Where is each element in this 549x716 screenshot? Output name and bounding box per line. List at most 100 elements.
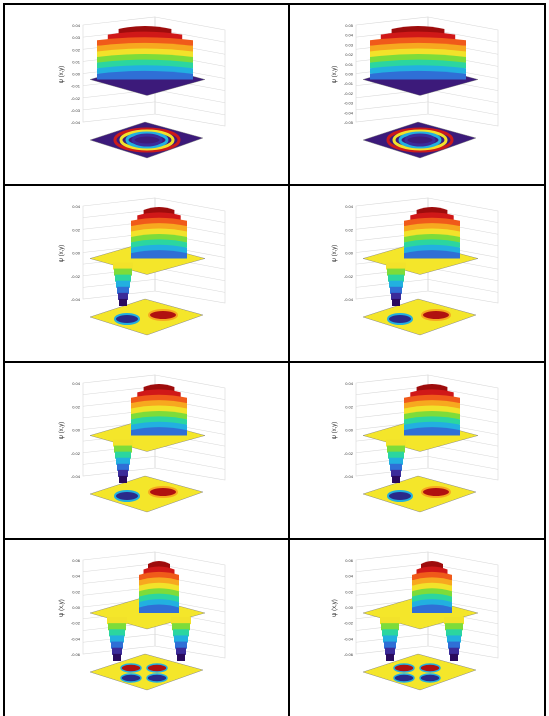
surface-well-band: [114, 268, 132, 276]
axis-ylabel: ψ (x,y): [332, 599, 338, 617]
axis-ylabel: ψ (x,y): [59, 66, 65, 84]
tick-label: -0.03: [71, 108, 81, 113]
tick-label: 0.03: [72, 35, 81, 40]
tick-label: -0.04: [71, 474, 81, 479]
surface-well-band: [386, 262, 406, 270]
surface-plot-3: 0.04 0.02 0.00 -0.02 -0.04 ψ (x,y): [59, 197, 226, 336]
contour-lobe: [393, 663, 415, 673]
surface-well-band: [115, 274, 131, 282]
tick-label: 0.00: [345, 605, 354, 610]
tick-label: -0.02: [344, 621, 354, 626]
axis-ylabel: ψ (x,y): [332, 422, 338, 440]
tick-label: 0.04: [72, 23, 81, 28]
surface-well-band: [115, 451, 131, 459]
surface-band: [131, 250, 187, 259]
tick-label: 0.00: [345, 428, 354, 433]
tick-label: 0.04: [345, 33, 354, 38]
contour-lobe: [148, 309, 178, 321]
contour-ring: [386, 127, 454, 153]
tick-label: 0.00: [72, 428, 81, 433]
surface-band: [131, 427, 187, 436]
tick-label: 0.00: [72, 251, 81, 256]
surface-well-band: [392, 298, 400, 306]
surface-well-band: [389, 457, 403, 465]
axis-ylabel: ψ (x,y): [332, 245, 338, 263]
tick-label: -0.02: [344, 91, 354, 96]
contour-lobe: [148, 486, 178, 498]
surface-plot-2: 0.05 0.04 0.03 0.02 0.01 0.00 -0.01 -0.02 -0.03 -…: [332, 16, 499, 159]
contour-lobe: [146, 673, 168, 683]
tick-label: -0.05: [344, 120, 354, 125]
surface-well-band: [116, 280, 130, 288]
contour-lobe: [421, 309, 451, 321]
tick-label: 0.02: [345, 227, 354, 232]
contour-ring: [392, 129, 448, 151]
contour-ring: [404, 133, 436, 147]
surface-well-band: [109, 629, 125, 637]
contour-floor: [362, 653, 477, 691]
tick-label: -0.02: [71, 96, 81, 101]
tick-label: -0.04: [344, 297, 354, 302]
surface-well-band: [390, 463, 402, 471]
surface-well-band: [391, 469, 401, 477]
surface-well-band: [381, 623, 399, 631]
surface-well-band: [389, 280, 403, 288]
surface-well-band: [114, 445, 132, 453]
tick-label: -0.04: [71, 636, 81, 641]
tick-label: -0.02: [344, 274, 354, 279]
surface-well-band: [387, 268, 405, 276]
tick-label: 0.02: [345, 589, 354, 594]
contour-floor: [89, 298, 204, 336]
tick-label: -0.04: [71, 120, 81, 125]
contour-floor: [362, 121, 477, 159]
tick-label: -0.02: [71, 274, 81, 279]
surface-band: [404, 250, 460, 259]
surface-well-band: [388, 451, 404, 459]
surface-well-band: [446, 629, 462, 637]
surface-plot-4: 0.04 0.02 0.00 -0.02 -0.04 ψ (x,y): [332, 197, 499, 336]
axis-ylabel: ψ (x,y): [59, 599, 65, 617]
surface-well-band: [388, 274, 404, 282]
surface-well-band: [386, 439, 406, 447]
surface-well-band: [173, 629, 189, 637]
contour-ring: [113, 127, 181, 153]
contour-lobe: [120, 663, 142, 673]
surface-well-band: [385, 647, 395, 655]
surface-well-band: [177, 653, 185, 661]
tick-label: 0.01: [345, 62, 354, 67]
surface-plot-5: 0.04 0.02 0.00 -0.02 -0.04 ψ (x,y): [59, 374, 226, 513]
tick-label: 0.04: [72, 574, 81, 579]
surface-plot-7: 0.06 0.04 0.02 0.00 -0.02 -0.04 -0.06 ψ (x,y): [59, 551, 226, 691]
tick-label: 0.01: [72, 59, 81, 64]
surface-well-band: [113, 262, 133, 270]
surface-well-band: [445, 623, 463, 631]
plot-panel-1: 0.04 0.03 0.02 0.01 0.00 -0.01 -0.02 -0.03 -0.04…: [5, 5, 288, 184]
tick-label: 0.00: [72, 72, 81, 77]
surface-well-band: [444, 617, 464, 625]
contour-ring: [125, 131, 169, 149]
surface-well-band: [449, 647, 459, 655]
surface-well-band: [113, 653, 121, 661]
plot-panel-4: 0.04 0.02 0.00 -0.02 -0.04 ψ (x,y): [290, 186, 546, 361]
surface-well-band: [113, 439, 133, 447]
row-divider: [3, 361, 546, 363]
tick-label: 0.04: [345, 204, 354, 209]
contour-lobe: [421, 486, 451, 498]
tick-label: 0.02: [345, 52, 354, 57]
tick-label: -0.02: [344, 451, 354, 456]
tick-label: -0.03: [344, 101, 354, 106]
surface-well-band: [117, 286, 129, 294]
surface-well-band: [175, 641, 187, 649]
surface-band: [412, 604, 452, 613]
surface-well-band: [171, 617, 191, 625]
surface-well-band: [117, 463, 129, 471]
tick-label: -0.01: [71, 84, 81, 89]
surface-well-band: [172, 623, 190, 631]
surface-well-band: [384, 641, 396, 649]
surface-well-band: [387, 445, 405, 453]
contour-lobe: [419, 673, 441, 683]
contour-lobe: [114, 313, 140, 325]
plot-panel-7: 0.06 0.04 0.02 0.00 -0.02 -0.04 -0.06 ψ (x,y): [5, 540, 288, 716]
tick-label: -0.06: [344, 652, 354, 657]
tick-label: -0.02: [71, 621, 81, 626]
